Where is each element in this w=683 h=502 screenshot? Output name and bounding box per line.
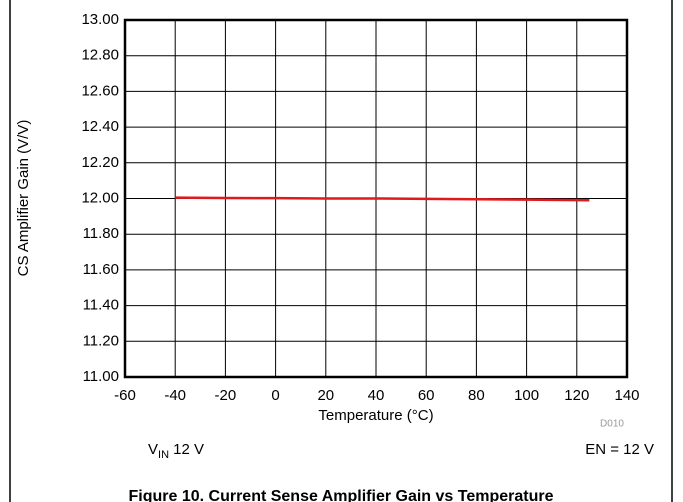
condition-right: EN = 12 V	[585, 441, 654, 458]
x-tick-label: 100	[514, 387, 539, 404]
condition-rest: 12 V	[169, 441, 204, 458]
x-tick-label: 140	[614, 387, 639, 404]
y-tick-label: 11.20	[83, 332, 119, 349]
x-tick-label: 0	[271, 387, 279, 404]
caption: Figure 10. Current Sense Amplifier Gain …	[128, 488, 553, 502]
y-tick-label: 12.20	[81, 154, 119, 171]
x-tick-label: 40	[368, 387, 385, 404]
y-tick-label: 12.60	[81, 82, 119, 99]
x-tick-label: -40	[164, 387, 186, 404]
x-tick-label: 120	[564, 387, 589, 404]
x-axis-label: Temperature (°C)	[318, 407, 433, 424]
y-tick-label: 12.80	[81, 47, 119, 64]
y-tick-label: 11.60	[83, 261, 119, 278]
y-tick-label: 13.00	[81, 11, 119, 28]
y-tick-label: 11.40	[83, 297, 119, 314]
plot-border	[123, 18, 629, 379]
y-tick-label: 12.00	[81, 189, 119, 206]
x-tick-label: 20	[317, 387, 334, 404]
x-tick-label: -60	[114, 387, 136, 404]
y-tick-label: 11.00	[83, 368, 119, 385]
y-tick-label: 12.40	[81, 118, 119, 135]
source-code: D010	[600, 419, 624, 430]
y-tick-label: 11.80	[83, 225, 119, 242]
condition-main: V	[148, 441, 158, 458]
data-line	[175, 196, 590, 202]
x-tick-label: -20	[215, 387, 237, 404]
x-tick-label: 80	[468, 387, 485, 404]
y-axis-label: CS Amplifier Gain (V/V)	[15, 120, 32, 277]
x-tick-label: 60	[418, 387, 435, 404]
condition-sub: IN	[158, 449, 169, 461]
condition-left: VIN 12 V	[148, 441, 204, 461]
